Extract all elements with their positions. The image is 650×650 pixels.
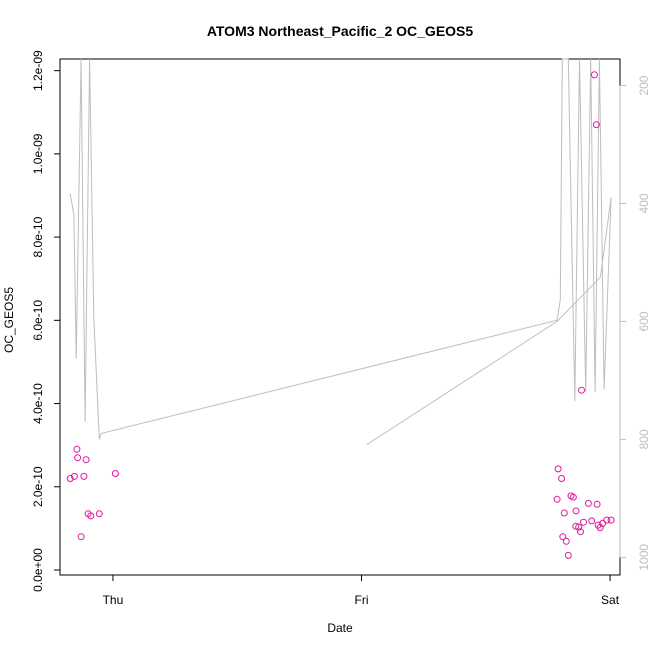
y2-tick-label: 600 <box>637 311 650 331</box>
data-point <box>82 456 90 464</box>
data-point <box>87 512 95 520</box>
y2-tick-label: 400 <box>637 193 650 213</box>
pressure-line <box>69 58 612 446</box>
y2-axis-pressure: 200 400 600 800 1000 <box>619 75 650 571</box>
y2-tick-label: 800 <box>637 429 650 449</box>
y2-tick-label: 200 <box>637 75 650 95</box>
data-point <box>577 528 584 536</box>
data-point <box>564 551 572 559</box>
y-tick-label: 1.0e-09 <box>31 133 45 174</box>
data-point <box>95 510 103 518</box>
data-point <box>607 516 615 524</box>
points-layer <box>66 71 615 559</box>
data-point <box>590 71 598 79</box>
data-point <box>111 470 119 477</box>
chart-title: ATOM3 Northeast_Pacific_2 OC_GEOS5 <box>207 23 474 39</box>
data-point <box>572 522 580 530</box>
y-tick-label: 0.0e+00 <box>31 548 45 592</box>
x-tick-label: Thu <box>103 593 124 607</box>
data-point <box>580 518 587 526</box>
data-point <box>584 499 592 507</box>
data-point <box>554 465 562 473</box>
x-tick-label: Fri <box>355 593 369 607</box>
data-point <box>559 533 567 541</box>
data-point <box>569 493 577 501</box>
y-tick-label: 6.0e-10 <box>31 300 45 341</box>
y-tick-label: 2.0e-10 <box>31 466 45 507</box>
data-point <box>77 533 85 541</box>
data-point <box>592 121 600 129</box>
pressure-line-layer <box>69 58 612 446</box>
data-point <box>70 472 78 480</box>
data-point <box>74 454 82 462</box>
x-tick-label: Sat <box>601 593 620 607</box>
data-point <box>553 495 561 503</box>
data-point <box>599 519 607 527</box>
y-tick-label: 8.0e-10 <box>31 216 45 257</box>
x-axis-label: Date <box>327 621 353 635</box>
data-point <box>558 475 566 482</box>
data-point <box>593 500 601 508</box>
y-tick-label: 4.0e-10 <box>31 383 45 424</box>
y2-tick-label: 1000 <box>637 544 650 571</box>
data-point <box>578 386 585 394</box>
data-point <box>575 523 583 531</box>
x-axis: Thu Fri Sat <box>103 574 620 607</box>
data-point <box>603 516 611 524</box>
data-point <box>73 445 81 453</box>
data-point <box>560 509 568 517</box>
y-axis: 0.0e+00 2.0e-10 4.0e-10 6.0e-10 8.0e-10 1.0e-… <box>31 50 61 592</box>
data-point <box>80 472 88 480</box>
data-point <box>562 537 570 545</box>
data-point <box>588 517 596 525</box>
y-tick-label: 1.2e-09 <box>31 50 45 91</box>
data-point <box>66 475 74 482</box>
plot-area <box>59 58 621 576</box>
y-axis-label: OC_GEOS5 <box>2 287 16 353</box>
data-point <box>572 507 580 515</box>
